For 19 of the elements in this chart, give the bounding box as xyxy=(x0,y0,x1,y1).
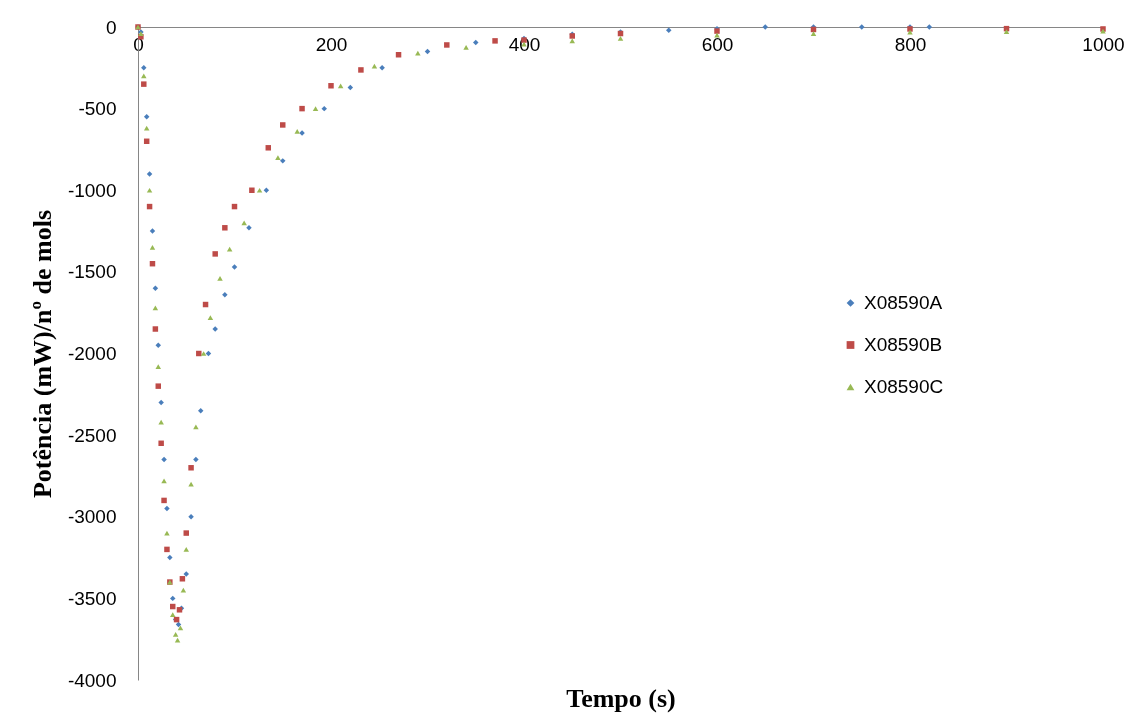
y-tick-label: -1500 xyxy=(67,261,117,283)
y-tick-label: -2000 xyxy=(67,343,117,364)
x-tick-label: 200 xyxy=(315,33,348,55)
x-axis-title: Tempo (s) xyxy=(566,683,676,713)
x-tick-label: 800 xyxy=(894,33,927,55)
y-tick-label: -3500 xyxy=(67,587,117,609)
legend-label: X08590C xyxy=(864,376,944,397)
y-tick-label: 0 xyxy=(105,16,117,38)
y-axis-title: Potência (mW)/nº de mols xyxy=(27,209,57,499)
legend-label: X08590B xyxy=(864,334,943,355)
legend-label: X08590A xyxy=(864,292,943,313)
y-tick-label: -1000 xyxy=(67,179,117,201)
x-tick-label: 600 xyxy=(701,33,734,55)
y-tick-label: -2500 xyxy=(67,424,117,446)
y-tick-label: -500 xyxy=(78,98,117,120)
x-tick-label: 400 xyxy=(508,33,541,55)
y-tick-label: -4000 xyxy=(67,669,117,691)
x-tick-label: 1000 xyxy=(1082,33,1125,55)
y-tick-label: -3000 xyxy=(67,506,117,528)
